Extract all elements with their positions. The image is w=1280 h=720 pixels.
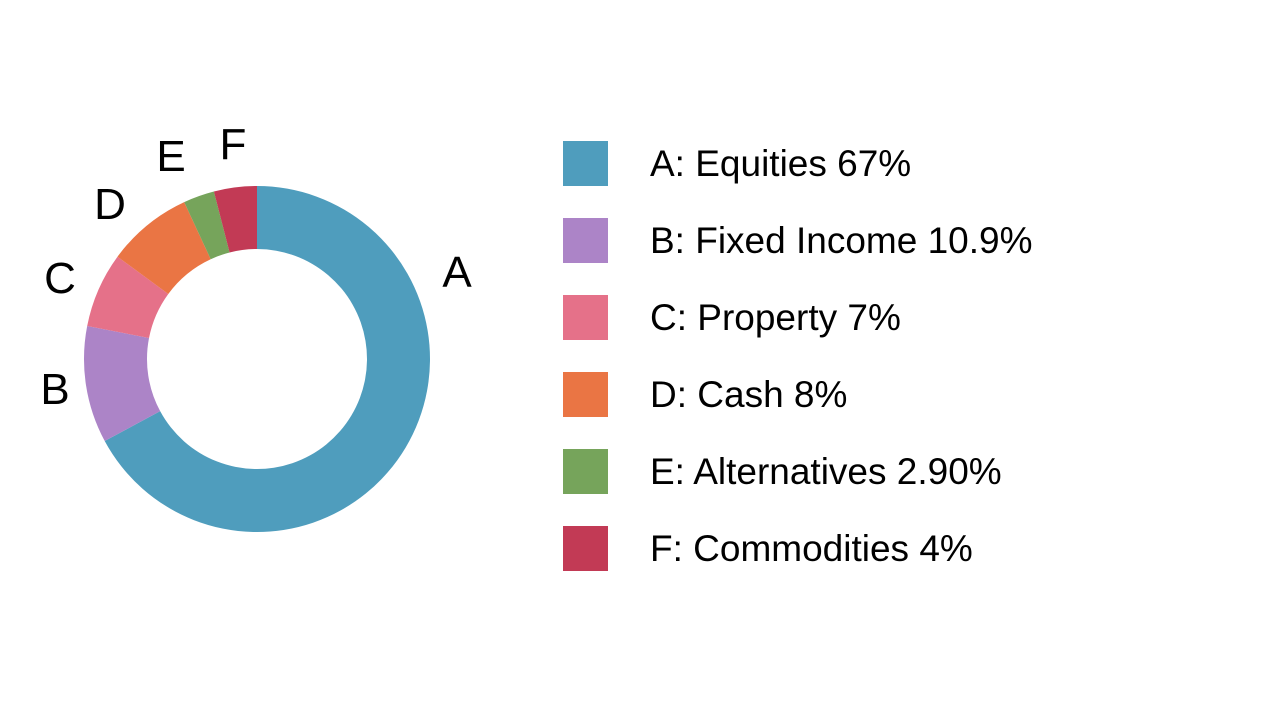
slice-c <box>87 256 169 339</box>
legend-item-label: F: Commodities 4% <box>650 528 973 569</box>
legend-item: E: Alternatives 2.90% <box>563 449 1033 494</box>
legend-item: B: Fixed Income 10.9% <box>563 218 1033 263</box>
legend-item: A: Equities 67% <box>563 141 1033 186</box>
legend-swatch <box>563 449 608 494</box>
legend-item: D: Cash 8% <box>563 372 1033 417</box>
legend-item-label: D: Cash 8% <box>650 374 848 415</box>
legend-swatch <box>563 218 608 263</box>
legend-item: F: Commodities 4% <box>563 526 1033 571</box>
legend-swatch <box>563 372 608 417</box>
slice-e <box>184 191 230 260</box>
slice-letter-label: D <box>94 180 126 229</box>
slice-b <box>83 325 161 442</box>
legend-swatch <box>563 295 608 340</box>
legend-swatch <box>563 526 608 571</box>
slice-letter-label: C <box>44 254 76 303</box>
legend-item-label: E: Alternatives 2.90% <box>650 451 1002 492</box>
legend-item: C: Property 7% <box>563 295 1033 340</box>
slice-letter-label: A <box>442 248 472 297</box>
legend-swatch <box>563 141 608 186</box>
chart-legend: A: Equities 67% B: Fixed Income 10.9% C:… <box>563 141 1033 603</box>
slice-letter-label: F <box>220 120 247 169</box>
legend-item-label: C: Property 7% <box>650 297 901 338</box>
legend-item-label: B: Fixed Income 10.9% <box>650 220 1033 261</box>
slice-letter-label: B <box>40 365 69 414</box>
slice-f <box>213 186 257 253</box>
legend-item-label: A: Equities 67% <box>650 143 912 184</box>
slice-d <box>117 202 211 294</box>
slice-letter-label: E <box>156 132 185 181</box>
slice-a <box>104 186 430 533</box>
